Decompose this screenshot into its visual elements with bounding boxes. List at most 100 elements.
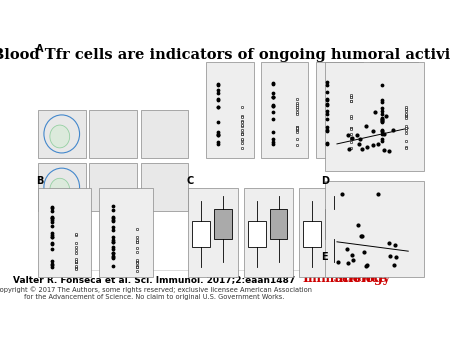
Point [355,222,362,228]
Point [293,126,300,132]
Point [110,253,117,259]
Point [48,262,55,268]
Point [347,126,355,132]
FancyBboxPatch shape [248,221,266,247]
FancyBboxPatch shape [90,110,137,158]
Point [347,139,355,144]
Point [110,250,117,256]
Point [215,133,222,138]
Ellipse shape [50,125,70,148]
Point [392,255,400,260]
FancyBboxPatch shape [193,221,210,247]
Point [363,262,370,268]
Point [402,112,410,118]
Text: E: E [321,252,328,262]
Point [215,104,222,110]
FancyBboxPatch shape [38,110,86,158]
Point [378,109,386,114]
Point [343,246,351,251]
Point [48,205,55,211]
Point [293,110,300,115]
Point [133,268,140,274]
Text: Blood Tfr cells are indicators of ongoing humoral activity.: Blood Tfr cells are indicators of ongoin… [0,48,450,63]
Point [386,241,393,246]
Point [48,264,55,269]
Point [402,138,410,144]
Point [293,104,300,109]
Point [133,245,140,251]
Point [48,240,55,246]
Point [72,259,79,265]
Point [402,113,410,118]
Point [215,131,222,137]
Point [133,227,140,232]
Point [347,94,355,99]
Point [110,254,117,260]
FancyBboxPatch shape [261,62,308,158]
Point [110,215,117,221]
Point [402,104,410,110]
Point [402,145,410,150]
Point [372,110,379,115]
Point [215,81,222,87]
Point [110,255,117,261]
Point [347,145,355,150]
Point [324,117,331,122]
Point [324,108,331,114]
Point [324,141,331,146]
Point [48,214,55,219]
Point [269,82,276,87]
Point [269,94,276,100]
Point [293,124,300,129]
Point [72,248,79,253]
Point [356,137,364,142]
Point [133,234,140,240]
Point [110,238,117,243]
Point [110,204,117,209]
Point [324,82,331,88]
Point [369,142,377,148]
FancyBboxPatch shape [38,189,91,277]
Point [363,263,370,268]
Point [338,191,345,197]
Point [378,138,386,144]
Point [133,239,140,244]
Point [110,225,117,230]
Point [110,263,117,268]
Point [392,242,399,247]
Point [347,98,355,104]
Point [269,129,276,135]
Point [402,115,410,121]
Point [72,265,79,270]
Point [133,264,140,270]
Point [378,131,386,137]
Point [110,208,117,213]
Point [133,260,140,265]
Point [378,111,386,116]
Point [133,260,140,265]
Point [238,119,246,124]
Point [48,223,55,229]
Point [363,145,370,150]
Point [238,131,246,137]
Point [347,94,355,99]
Point [378,117,386,122]
Point [215,105,222,110]
Point [238,145,246,150]
Point [378,82,386,88]
FancyBboxPatch shape [141,110,189,158]
Point [378,118,385,124]
FancyBboxPatch shape [303,221,321,247]
Point [347,115,355,120]
Point [402,144,410,149]
Point [48,234,55,240]
Point [238,131,246,137]
Point [346,146,353,152]
Point [293,127,300,132]
Point [269,141,276,146]
Point [48,241,55,247]
Point [215,82,222,88]
Point [48,246,55,251]
FancyBboxPatch shape [315,62,363,158]
Ellipse shape [50,178,70,201]
